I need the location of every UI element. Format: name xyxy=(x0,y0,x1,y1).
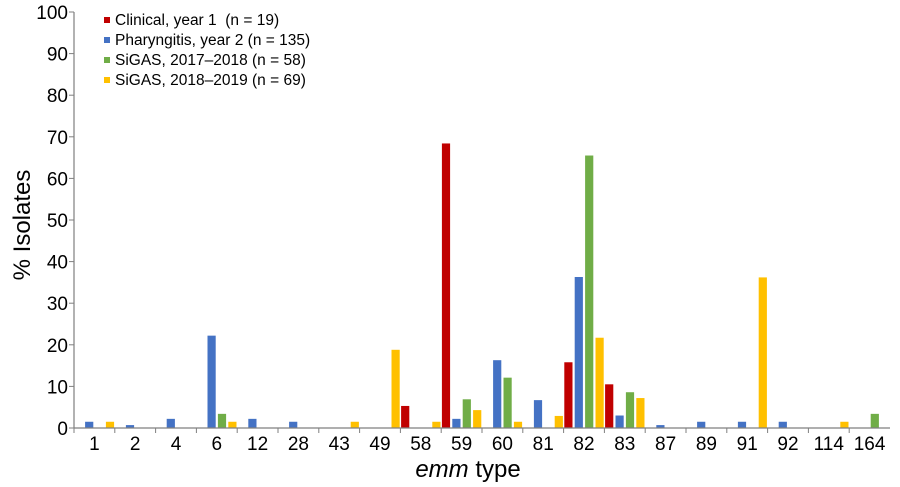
bar-1-series-4 xyxy=(105,421,115,428)
legend-label: Clinical, year 1 (n = 19) xyxy=(115,12,279,29)
legend-label: Pharyngitis, year 2 (n = 135) xyxy=(115,32,310,49)
legend-label: SiGAS, 2017–2018 (n = 58) xyxy=(115,52,306,69)
x-tick-label: 89 xyxy=(696,434,717,455)
bar-6-series-3 xyxy=(217,413,227,428)
x-tick-label: 114 xyxy=(814,434,845,455)
x-tick-label: 59 xyxy=(451,434,472,455)
bar-81-series-4 xyxy=(554,415,563,428)
y-tick-label: 10 xyxy=(47,377,68,398)
y-tick-label: 60 xyxy=(47,169,68,190)
bar-83-series-1 xyxy=(605,384,614,428)
bar-82-series-2 xyxy=(574,276,583,428)
y-tick-label: 30 xyxy=(47,294,68,315)
bar-82-series-3 xyxy=(585,155,594,428)
bar-83-series-2 xyxy=(615,415,624,428)
y-tick-label: 80 xyxy=(47,86,68,107)
x-tick-label: 60 xyxy=(492,434,513,455)
x-axis-title-rest: type xyxy=(469,456,521,483)
x-tick-labels: 1 2 4 6 12 28 43 49 58 59 60 81 82 83 87 89 91 92 114 164 xyxy=(73,428,886,455)
bar-82-series-1 xyxy=(564,362,573,428)
x-tick-label: 4 xyxy=(171,434,182,455)
bar-1-series-2 xyxy=(85,421,94,428)
x-tick-label: 82 xyxy=(573,434,594,455)
x-tick-label: 58 xyxy=(410,434,431,455)
x-tick-label: 12 xyxy=(247,434,268,455)
bar-83-series-4 xyxy=(636,398,645,428)
bar-114-series-4 xyxy=(840,421,849,428)
bar-82-series-4 xyxy=(595,337,604,428)
bar-58-series-1 xyxy=(401,405,410,428)
x-tick-label: 43 xyxy=(329,434,350,455)
bar-12-series-2 xyxy=(248,418,257,428)
y-tick-label: 50 xyxy=(47,211,68,232)
bar-89-series-2 xyxy=(697,421,706,428)
legend: Clinical, year 1 (n = 19) Pharyngitis, ye… xyxy=(104,12,310,89)
bar-59-series-2 xyxy=(452,418,461,428)
bar-49-series-4 xyxy=(391,349,400,428)
x-tick-label: 87 xyxy=(655,434,676,455)
bar-164-series-3 xyxy=(870,413,879,428)
x-tick-label: 6 xyxy=(212,434,223,455)
y-tick-label: 40 xyxy=(47,253,68,274)
legend-label: SiGAS, 2018–2019 (n = 69) xyxy=(115,72,306,89)
x-tick-label: 1 xyxy=(89,434,100,455)
bar-43-series-4 xyxy=(350,421,359,428)
bar-60-series-3 xyxy=(503,377,512,428)
legend-swatch xyxy=(104,57,110,63)
x-tick-label: 28 xyxy=(288,434,309,455)
bar-91-series-4 xyxy=(758,277,767,428)
y-tick-label: 70 xyxy=(47,128,68,149)
x-tick-label: 2 xyxy=(130,434,141,455)
bar-81-series-2 xyxy=(533,400,543,428)
y-tick-label: 90 xyxy=(47,45,68,66)
x-tick-label: 92 xyxy=(777,434,798,455)
bar-59-series-3 xyxy=(462,399,471,428)
x-tick-label: 91 xyxy=(737,434,758,455)
x-tick-label: 81 xyxy=(533,434,554,455)
bar-92-series-2 xyxy=(778,421,787,428)
y-tick-label: 0 xyxy=(57,419,68,440)
x-tick-label: 164 xyxy=(854,434,886,455)
x-tick-label: 83 xyxy=(614,434,635,455)
bar-83-series-3 xyxy=(625,392,635,428)
y-tick-labels: 0 10 20 30 40 50 60 70 80 90 100 xyxy=(36,3,74,440)
bar-58-series-4 xyxy=(432,421,441,428)
y-tick-label: 20 xyxy=(47,336,68,357)
bar-91-series-2 xyxy=(737,421,747,428)
bar-6-series-2 xyxy=(207,335,216,428)
bar-6-series-4 xyxy=(228,421,237,428)
x-axis-title-italic: emm xyxy=(415,456,468,483)
bar-87-series-2 xyxy=(656,425,665,428)
legend-swatch xyxy=(104,77,110,83)
legend-swatch xyxy=(104,17,110,23)
bar-59-series-1 xyxy=(441,143,451,428)
bar-2-series-2 xyxy=(125,425,135,428)
bar-60-series-4 xyxy=(513,421,523,428)
bar-28-series-2 xyxy=(289,421,298,428)
bar-4-series-2 xyxy=(166,418,175,428)
bar-59-series-4 xyxy=(473,410,482,428)
bars-group xyxy=(85,143,879,428)
x-tick-label: 49 xyxy=(369,434,390,455)
bar-60-series-2 xyxy=(493,360,502,428)
x-axis-title: emm type xyxy=(415,456,520,483)
y-tick-label: 100 xyxy=(36,3,68,24)
legend-swatch xyxy=(104,37,110,43)
y-axis-title: % Isolates xyxy=(9,170,36,281)
